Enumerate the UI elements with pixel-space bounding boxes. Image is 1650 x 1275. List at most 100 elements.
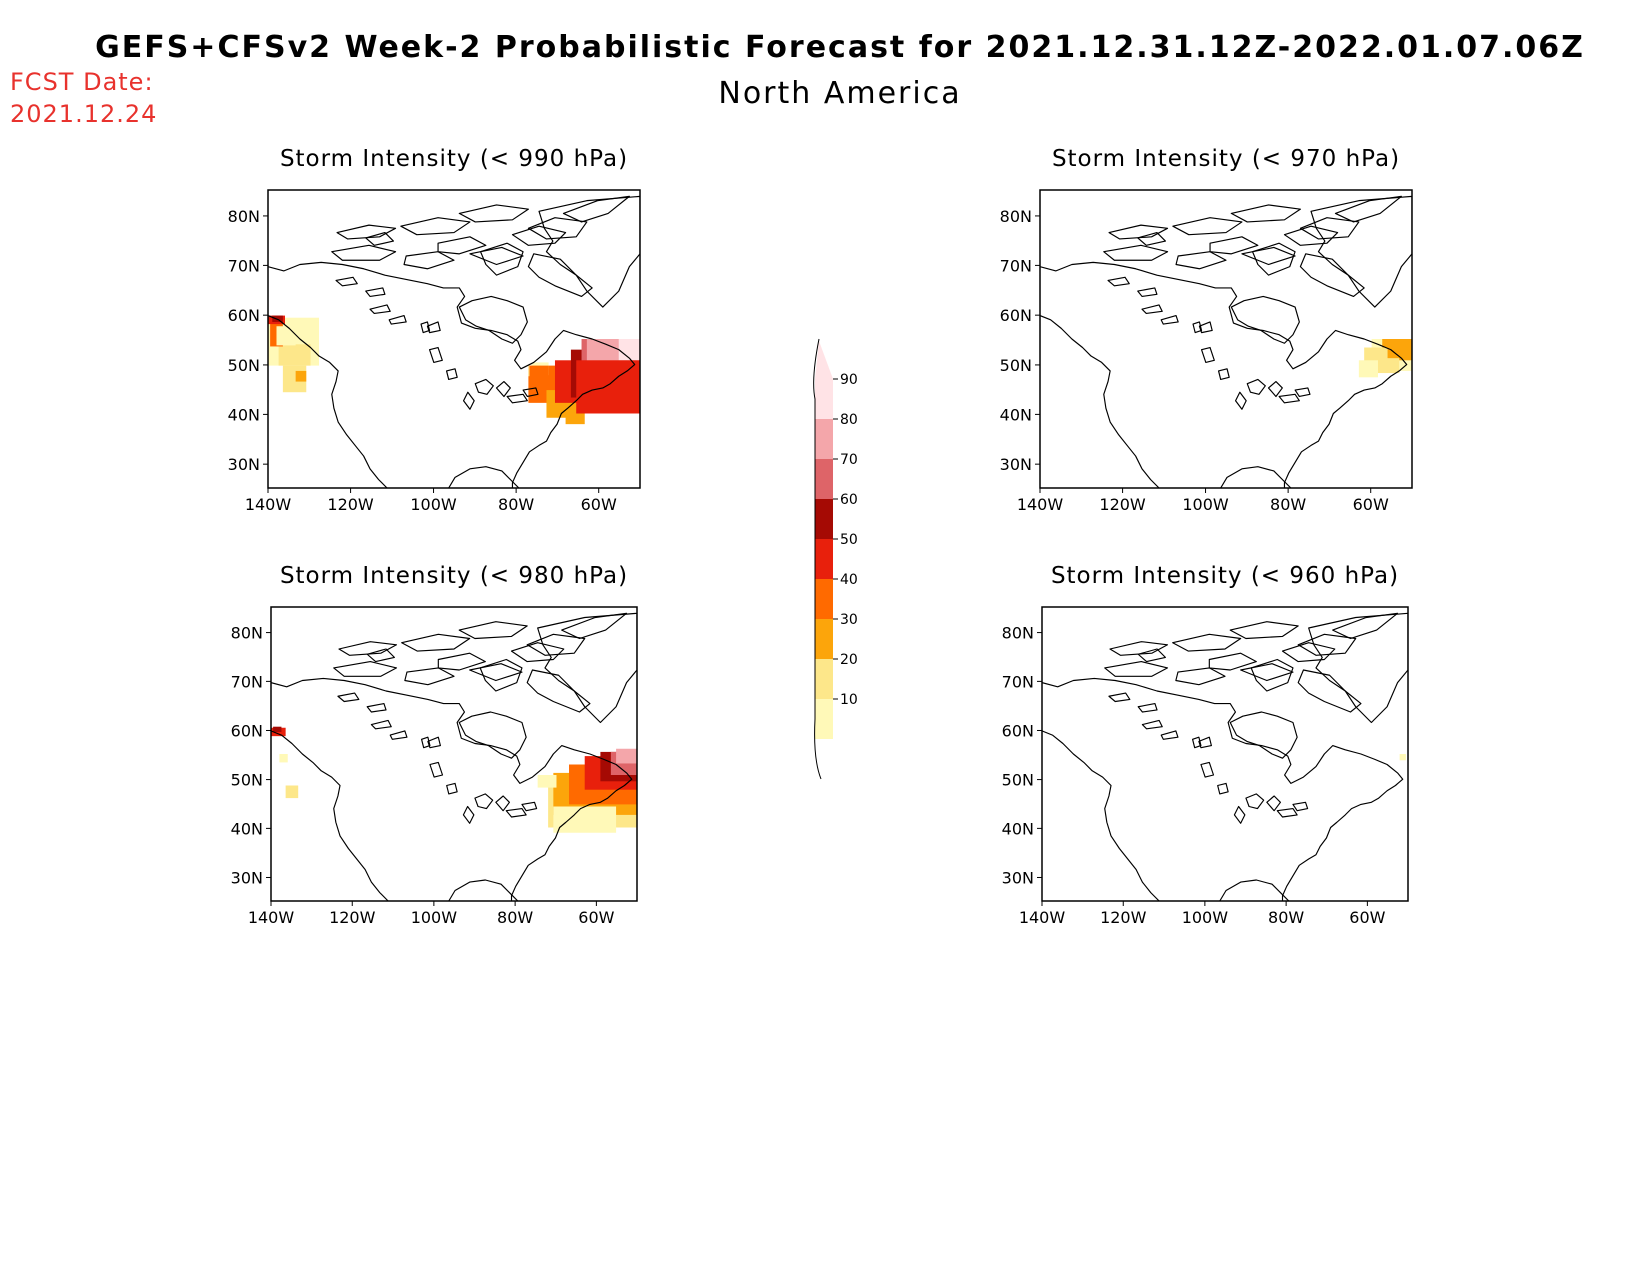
map-panel-p990: Storm Intensity (< 990 hPa) 80N 70N 60N 50N 4… — [228, 146, 641, 514]
probability-cell — [273, 726, 282, 732]
lat-label: 70N — [1002, 672, 1034, 691]
lon-label: 80W — [498, 495, 534, 514]
probability-field — [1358, 339, 1412, 378]
lon-label: 100W — [411, 908, 458, 927]
lat-label: 40N — [228, 405, 260, 424]
lat-label: 30N — [228, 455, 260, 474]
colorbar-swatch — [815, 659, 833, 699]
panel-title: Storm Intensity (< 990 hPa) — [280, 146, 628, 172]
colorbar-swatch — [815, 579, 833, 619]
lon-label: 80W — [1270, 495, 1306, 514]
lat-label: 50N — [1000, 356, 1032, 375]
lat-label: 70N — [231, 672, 263, 691]
lat-label: 80N — [1002, 624, 1034, 643]
map-frame — [270, 606, 638, 902]
map-frame — [267, 189, 641, 489]
lat-label: 30N — [231, 868, 263, 887]
colorbar-label: 70 — [840, 452, 858, 468]
map-frame — [1039, 189, 1413, 489]
lat-label: 80N — [1000, 207, 1032, 226]
colorbar-label: 80 — [840, 412, 858, 428]
colorbar-label: 60 — [840, 492, 858, 508]
map-panel-p960: Storm Intensity (< 960 hPa) 80N 70N 60N 50N 4… — [1002, 563, 1409, 927]
probability-cell — [279, 754, 288, 763]
lon-label: 140W — [248, 908, 295, 927]
lon-label: 100W — [1182, 908, 1229, 927]
lat-label: 80N — [228, 207, 260, 226]
probability-cell — [529, 365, 549, 381]
lon-label: 140W — [1019, 908, 1066, 927]
colorbar-swatch — [815, 619, 833, 659]
colorbar-swatch — [815, 459, 833, 499]
map-panel-p970: Storm Intensity (< 970 hPa) 80N 70N 60N 50N 4… — [1000, 146, 1413, 514]
lon-label: 60W — [1353, 495, 1389, 514]
lon-label: 100W — [410, 495, 457, 514]
map-frame — [1041, 606, 1409, 902]
panel-title: Storm Intensity (< 980 hPa) — [280, 563, 628, 589]
probability-cell — [618, 339, 640, 361]
probability-cell — [553, 806, 617, 833]
probability-cell — [537, 775, 557, 788]
colorbar-label: 40 — [840, 572, 858, 588]
lon-label: 80W — [1268, 908, 1304, 927]
colorbar-swatch — [815, 539, 833, 579]
probability-cell — [271, 727, 286, 737]
forecast-title: GEFS+CFSv2 Week-2 Probabilistic Forecast… — [95, 30, 1585, 65]
lat-label: 50N — [231, 771, 263, 790]
lon-label: 100W — [1182, 495, 1229, 514]
colorbar-label: 30 — [840, 612, 858, 628]
lon-label: 140W — [1017, 495, 1064, 514]
lat-label: 40N — [231, 819, 263, 838]
lat-label: 80N — [231, 624, 263, 643]
map-panel-p980: Storm Intensity (< 980 hPa) 80N 70N 60N 50N 4… — [231, 563, 638, 927]
probability-cell — [1382, 339, 1412, 361]
lat-label: 60N — [231, 721, 263, 740]
lat-label: 50N — [1002, 771, 1034, 790]
probability-cell — [1358, 360, 1378, 378]
colorbar-label: 20 — [840, 652, 858, 668]
probability-field — [271, 726, 637, 833]
lat-label: 60N — [228, 306, 260, 325]
coastline — [271, 612, 637, 901]
probability-cell — [278, 344, 311, 366]
colorbar-swatch — [815, 379, 833, 419]
probability-cell — [285, 785, 299, 799]
lon-label: 140W — [245, 495, 292, 514]
region-title: North America — [718, 76, 962, 111]
lon-label: 60W — [578, 908, 614, 927]
lat-label: 50N — [228, 356, 260, 375]
probability-field — [268, 315, 640, 425]
colorbar-label: 50 — [840, 532, 858, 548]
lon-label: 60W — [581, 495, 617, 514]
coastline — [1040, 195, 1412, 488]
probability-cell — [295, 370, 307, 382]
lon-label: 120W — [1099, 495, 1146, 514]
colorbar-label: 90 — [840, 372, 858, 388]
lon-label: 60W — [1349, 908, 1385, 927]
lat-label: 30N — [1000, 455, 1032, 474]
lat-label: 40N — [1000, 405, 1032, 424]
probability-cell — [616, 748, 637, 764]
colorbar: 10 20 30 40 50 60 70 80 90 — [813, 338, 858, 780]
lon-label: 120W — [327, 495, 374, 514]
colorbar-swatch — [815, 499, 833, 539]
probability-cell — [276, 326, 296, 346]
coastline — [1042, 612, 1408, 901]
fcst-date-value: 2021.12.24 — [10, 100, 158, 128]
probability-field — [1399, 754, 1406, 761]
lon-label: 120W — [329, 908, 376, 927]
colorbar-swatch — [815, 699, 833, 739]
lon-label: 120W — [1100, 908, 1147, 927]
lat-label: 60N — [1002, 721, 1034, 740]
colorbar-swatch — [815, 419, 833, 459]
panel-title: Storm Intensity (< 970 hPa) — [1052, 146, 1400, 172]
lat-label: 70N — [228, 256, 260, 275]
lat-label: 60N — [1000, 306, 1032, 325]
probability-cell — [1399, 754, 1406, 761]
probability-cell — [272, 315, 283, 322]
panel-title: Storm Intensity (< 960 hPa) — [1051, 563, 1399, 589]
lon-label: 80W — [497, 908, 533, 927]
lat-label: 70N — [1000, 256, 1032, 275]
lat-label: 30N — [1002, 868, 1034, 887]
